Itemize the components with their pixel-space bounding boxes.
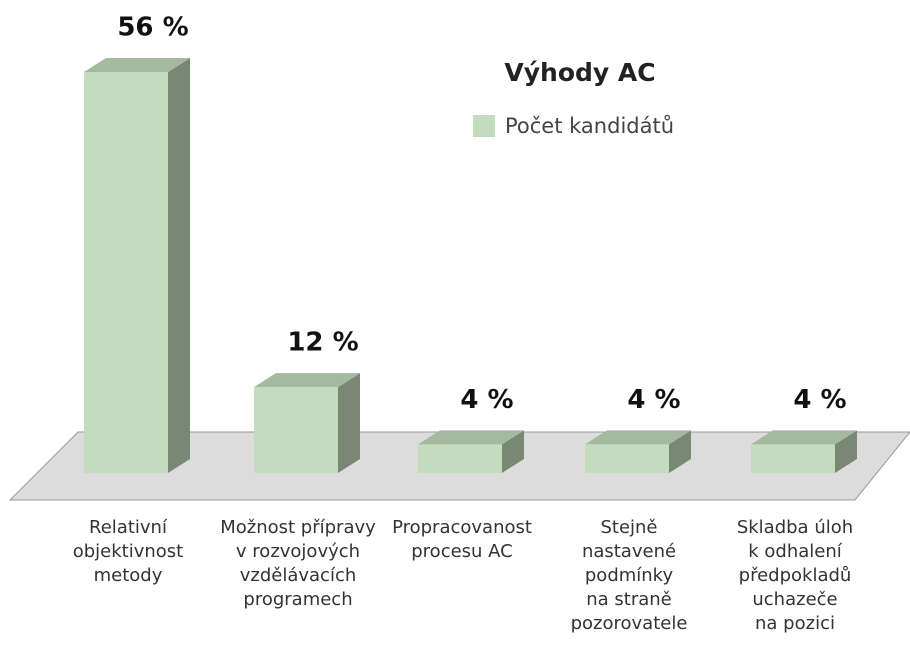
x-tick-label: na pozici (755, 613, 835, 634)
x-tick-label: Možnost přípravy (220, 517, 376, 538)
bar-side (669, 430, 691, 473)
bar-top (254, 373, 360, 388)
x-tick-label: Skladba úloh (737, 517, 853, 538)
x-tick-label: v rozvojových (236, 541, 360, 562)
bar-side (168, 58, 190, 473)
value-label: 12 % (287, 328, 358, 358)
x-tick-label: vzdělávacích (240, 565, 357, 586)
x-tick-label: pozorovatele (571, 613, 688, 634)
legend-label: Počet kandidátů (505, 114, 674, 138)
bar-side (338, 373, 360, 473)
value-label: 4 % (793, 385, 846, 415)
x-tick-label: procesu AC (411, 541, 513, 562)
value-label: 56 % (117, 13, 188, 43)
bar (751, 444, 835, 473)
bar-top (84, 58, 190, 73)
x-tick-label: Stejně (600, 517, 657, 538)
x-tick-label: objektivnost (73, 541, 184, 562)
bar-top (751, 430, 857, 445)
bar-side (835, 430, 857, 473)
x-tick-label: na straně (586, 589, 672, 610)
x-tick-label: Relativní (89, 517, 168, 538)
bar (418, 444, 502, 473)
bar (84, 72, 168, 473)
x-tick-label: Propracovanost (392, 517, 532, 538)
x-tick-label: předpokladů (739, 565, 852, 586)
bar (585, 444, 669, 473)
bar (254, 387, 338, 473)
value-label: 4 % (460, 385, 513, 415)
x-tick-label: nastavené (582, 541, 676, 562)
x-tick-label: uchazeče (752, 589, 837, 610)
x-tick-label: podmínky (585, 565, 674, 586)
bar-side (502, 430, 524, 473)
bar-top (418, 430, 524, 445)
x-tick-label: k odhalení (748, 541, 843, 562)
legend-swatch (473, 115, 495, 137)
bar-top (585, 430, 691, 445)
x-tick-label: metody (94, 565, 163, 586)
chart-title: Výhody AC (504, 58, 655, 87)
value-label: 4 % (627, 385, 680, 415)
x-tick-label: programech (243, 589, 352, 610)
